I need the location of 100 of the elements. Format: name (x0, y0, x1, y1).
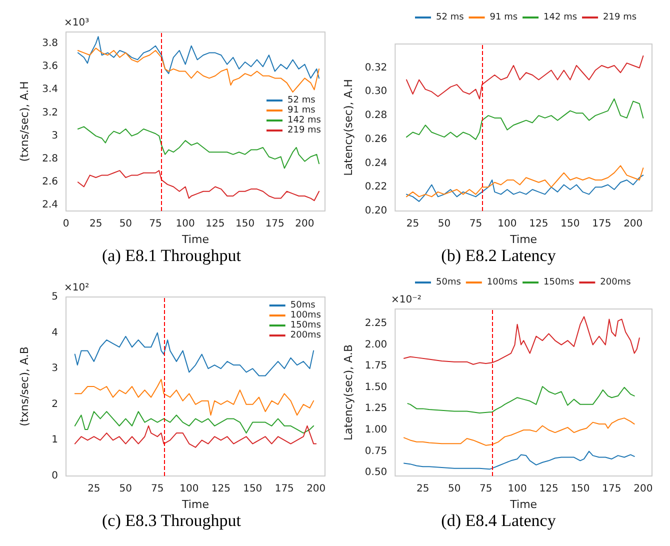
line-series (406, 98, 644, 140)
legend-label: 200ms (290, 330, 322, 340)
line-series (77, 170, 320, 202)
y-tick-label: 3 (52, 363, 58, 374)
x-tick-label: 50 (448, 484, 461, 494)
text: ×10² (64, 282, 90, 294)
y-tick-label: 0.22 (364, 182, 388, 193)
x-tick-label: 25 (416, 484, 430, 494)
line-series (403, 450, 635, 470)
y-axis-title: (txns/sec), A.H (18, 81, 31, 162)
line-series (406, 55, 644, 100)
legend-label: 91 ms (490, 12, 518, 22)
legend-label: 142 ms (544, 12, 578, 22)
y-tick-label: 2.00 (364, 339, 388, 350)
x-tick-label: 50 (438, 218, 451, 230)
x-tick-label: 25 (88, 484, 100, 494)
y-tick-label: 2.25 (364, 318, 388, 329)
x-tick-label: 50 (119, 484, 132, 494)
y-tick-label: 0.50 (364, 467, 388, 478)
y-tick-label: 3.4 (42, 84, 58, 96)
x-tick-label: 175 (265, 218, 284, 230)
legend-label: 219 ms (288, 126, 322, 136)
y-tick-label: 0.20 (364, 206, 388, 216)
text: (a) E8.1 Throughput (102, 246, 242, 265)
y-tick-label: 1.50 (364, 382, 388, 393)
y-axis-title: Latency(sec), A.B (342, 344, 355, 440)
x-tick-label: 200 (295, 218, 314, 230)
y-tick-label: 0.30 (364, 86, 388, 98)
x-tick-label: 125 (206, 218, 225, 230)
x-tick-label: 25 (89, 218, 102, 230)
x-tick-label: 125 (529, 218, 548, 230)
line-series (77, 126, 320, 169)
x-tick-label: 0 (62, 218, 70, 230)
legend-label: 52 ms (288, 96, 316, 106)
x-tick-label: 125 (539, 484, 558, 494)
x-tick-label: 150 (570, 484, 590, 494)
x-tick-label: 175 (602, 484, 622, 494)
legend-label: 50ms (436, 278, 462, 288)
y-tick-label: 2 (52, 398, 58, 410)
legend-label: 142 ms (288, 116, 322, 126)
x-tick-label: 175 (592, 218, 612, 230)
legend-label: 50ms (290, 300, 316, 310)
x-tick-label: 200 (624, 218, 643, 230)
y-axis-title: (txns/sec), A.B (18, 346, 31, 426)
y-tick-label: 3 (52, 130, 58, 142)
line-series (74, 378, 314, 416)
y-tick-label: 4 (52, 327, 58, 338)
y-tick-label: 3.8 (42, 38, 58, 50)
y-tick-label: 0.28 (364, 110, 388, 122)
text: (c) E8.3 Throughput (102, 511, 242, 530)
y-tick-label: 0.26 (364, 134, 388, 145)
line-series (74, 411, 314, 434)
x-tick-label: 100 (180, 484, 199, 494)
line-series (77, 36, 320, 79)
line-series (403, 418, 635, 446)
y-tick-label: 1.00 (364, 424, 388, 436)
line-series (74, 425, 317, 448)
x-tick-label: 150 (560, 218, 580, 230)
legend-label: 100ms (290, 310, 322, 320)
legend-label: 91 ms (288, 106, 316, 116)
x-tick-label: 150 (243, 484, 262, 494)
y-tick-label: 1.25 (364, 403, 388, 414)
x-tick-label: 50 (119, 218, 132, 230)
line-series (406, 174, 644, 202)
y-tick-label: 0.32 (364, 62, 388, 74)
x-tick-label: 75 (469, 218, 482, 230)
x-tick-label: 150 (235, 218, 255, 230)
text: ×10⁻² (391, 294, 422, 306)
legend-label: 150ms (544, 278, 574, 288)
y-tick-label: 0 (52, 470, 58, 482)
x-tick-label: 175 (274, 484, 294, 494)
legend-label: 100ms (486, 278, 518, 288)
x-tick-label: 75 (479, 484, 492, 494)
text: (d) E8.4 Latency (441, 511, 556, 530)
line-series (403, 316, 640, 365)
legend-label: 150ms (290, 320, 322, 330)
x-axis-title: Time (509, 498, 538, 511)
y-tick-label: 0.75 (364, 446, 388, 457)
y-tick-label: 0.24 (364, 158, 388, 169)
y-tick-label: 3.6 (42, 61, 58, 72)
x-tick-label: 200 (634, 484, 653, 494)
y-tick-label: 3.2 (42, 107, 58, 118)
x-axis-title: Time (181, 498, 210, 511)
x-tick-label: 100 (176, 218, 195, 230)
y-tick-label: 2.8 (42, 154, 58, 165)
legend-label: 52 ms (436, 12, 464, 22)
line-series (406, 165, 644, 198)
line-series (77, 48, 320, 93)
text: ×10³ (64, 18, 90, 28)
text: (b) E8.2 Latency (441, 246, 556, 265)
legend-label: 200ms (600, 278, 632, 288)
y-tick-label: 2.4 (42, 200, 58, 211)
x-tick-label: 100 (508, 484, 527, 494)
legend-label: 219 ms (603, 12, 637, 22)
x-tick-label: 75 (151, 484, 164, 494)
x-axis-title: Time (181, 232, 210, 246)
x-axis-title: Time (509, 232, 538, 246)
x-tick-label: 125 (211, 484, 230, 494)
y-tick-label: 1 (52, 434, 58, 446)
line-series (407, 386, 635, 414)
